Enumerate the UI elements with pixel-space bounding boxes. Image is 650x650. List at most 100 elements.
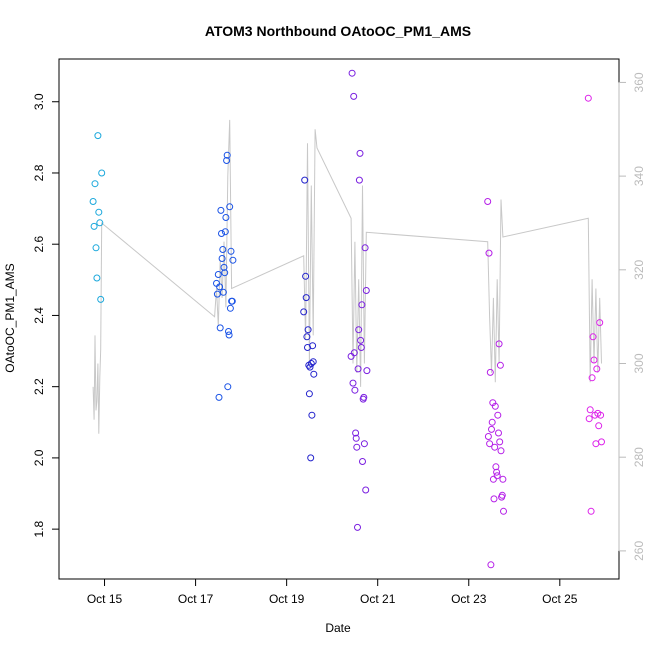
y-axis: 1.8 2.0 2.2 2.4 2.6 2.8 3.0 (32, 93, 60, 537)
data-point (592, 440, 600, 448)
data-point (493, 468, 501, 476)
x-tick-label: Oct 17 (178, 592, 214, 606)
data-point (597, 411, 605, 419)
data-point (362, 287, 370, 294)
data-point (300, 308, 308, 316)
data-point (226, 304, 234, 312)
data-point (584, 94, 592, 102)
data-point (590, 356, 598, 364)
data-point (352, 429, 360, 437)
data-point (487, 561, 495, 569)
data-point (498, 491, 506, 499)
data-point (95, 208, 103, 216)
data-point (490, 495, 498, 503)
points-layer (89, 69, 605, 569)
data-point (222, 214, 230, 221)
data-point (226, 203, 234, 211)
data-point (224, 383, 232, 391)
y-tick-label: 2.2 (32, 378, 46, 395)
y-tick-label: 2.0 (32, 449, 46, 466)
data-point (495, 340, 503, 348)
data-point (214, 271, 222, 278)
data-point (303, 333, 311, 341)
data-point (307, 454, 315, 462)
data-point (350, 92, 358, 100)
data-point (355, 326, 363, 334)
x-tick-label: Oct 23 (451, 592, 487, 606)
data-point (486, 440, 494, 448)
data-point (496, 438, 504, 446)
y2-tick-label: 360 (632, 72, 646, 92)
data-point (304, 326, 312, 334)
data-point (352, 434, 360, 442)
data-point (305, 390, 313, 398)
secondary-line-layer (92, 119, 602, 434)
data-point (355, 176, 363, 184)
data-point (488, 425, 495, 433)
y2-tick-label: 340 (632, 166, 646, 186)
data-point (358, 301, 366, 309)
x-tick-label: Oct 21 (360, 592, 396, 606)
data-point (362, 486, 370, 494)
data-point (229, 256, 237, 264)
data-point (309, 342, 317, 350)
data-point (301, 176, 309, 184)
y-tick-label: 2.6 (32, 236, 46, 253)
data-point (90, 222, 98, 230)
data-point (225, 328, 232, 335)
y2-tick-label: 280 (632, 447, 646, 467)
data-point (348, 69, 356, 77)
y-tick-label: 3.0 (32, 93, 46, 110)
data-point (586, 406, 594, 414)
data-point (302, 294, 310, 302)
data-point (89, 198, 97, 205)
data-point (495, 429, 502, 437)
x-tick-label: Oct 19 (269, 592, 305, 606)
data-point (221, 269, 229, 277)
data-point (216, 324, 224, 332)
data-point (302, 272, 310, 280)
y2-tick-label: 320 (632, 259, 646, 279)
data-point (595, 422, 603, 430)
data-point (93, 274, 101, 282)
x-axis-label: Date (325, 621, 351, 635)
data-point (357, 344, 365, 351)
data-point (361, 244, 369, 252)
plot-frame (58, 58, 620, 580)
data-point (585, 415, 593, 423)
data-point (227, 247, 235, 255)
data-point (94, 132, 102, 140)
data-point (92, 244, 100, 252)
data-point (228, 297, 236, 305)
data-point (359, 458, 366, 465)
data-point (588, 374, 596, 382)
data-point (307, 360, 315, 367)
data-point (500, 507, 507, 515)
data-point (493, 472, 501, 480)
data-point (217, 206, 225, 214)
data-point (593, 365, 601, 373)
data-point (596, 319, 604, 327)
data-point (223, 151, 231, 159)
y2-tick-label: 300 (632, 353, 646, 373)
data-point (220, 263, 228, 271)
data-point (309, 358, 317, 366)
y-axis-label: OAtoOC_PM1_AMS (3, 263, 17, 372)
data-point (598, 438, 605, 446)
data-point (96, 219, 104, 227)
data-point (486, 368, 494, 376)
data-point (484, 433, 492, 440)
y-tick-label: 2.4 (32, 307, 46, 324)
data-point (488, 418, 496, 426)
data-point (491, 402, 499, 410)
data-point (587, 507, 595, 515)
secondary-series-line (92, 119, 602, 434)
data-point (360, 393, 368, 401)
data-point (589, 333, 597, 341)
x-axis: Oct 15 Oct 17 Oct 19 Oct 21 Oct 23 Oct 25 (87, 578, 578, 606)
data-point (353, 443, 361, 451)
y-tick-label: 1.8 (32, 520, 46, 537)
data-point (310, 370, 318, 378)
data-point (484, 198, 492, 205)
